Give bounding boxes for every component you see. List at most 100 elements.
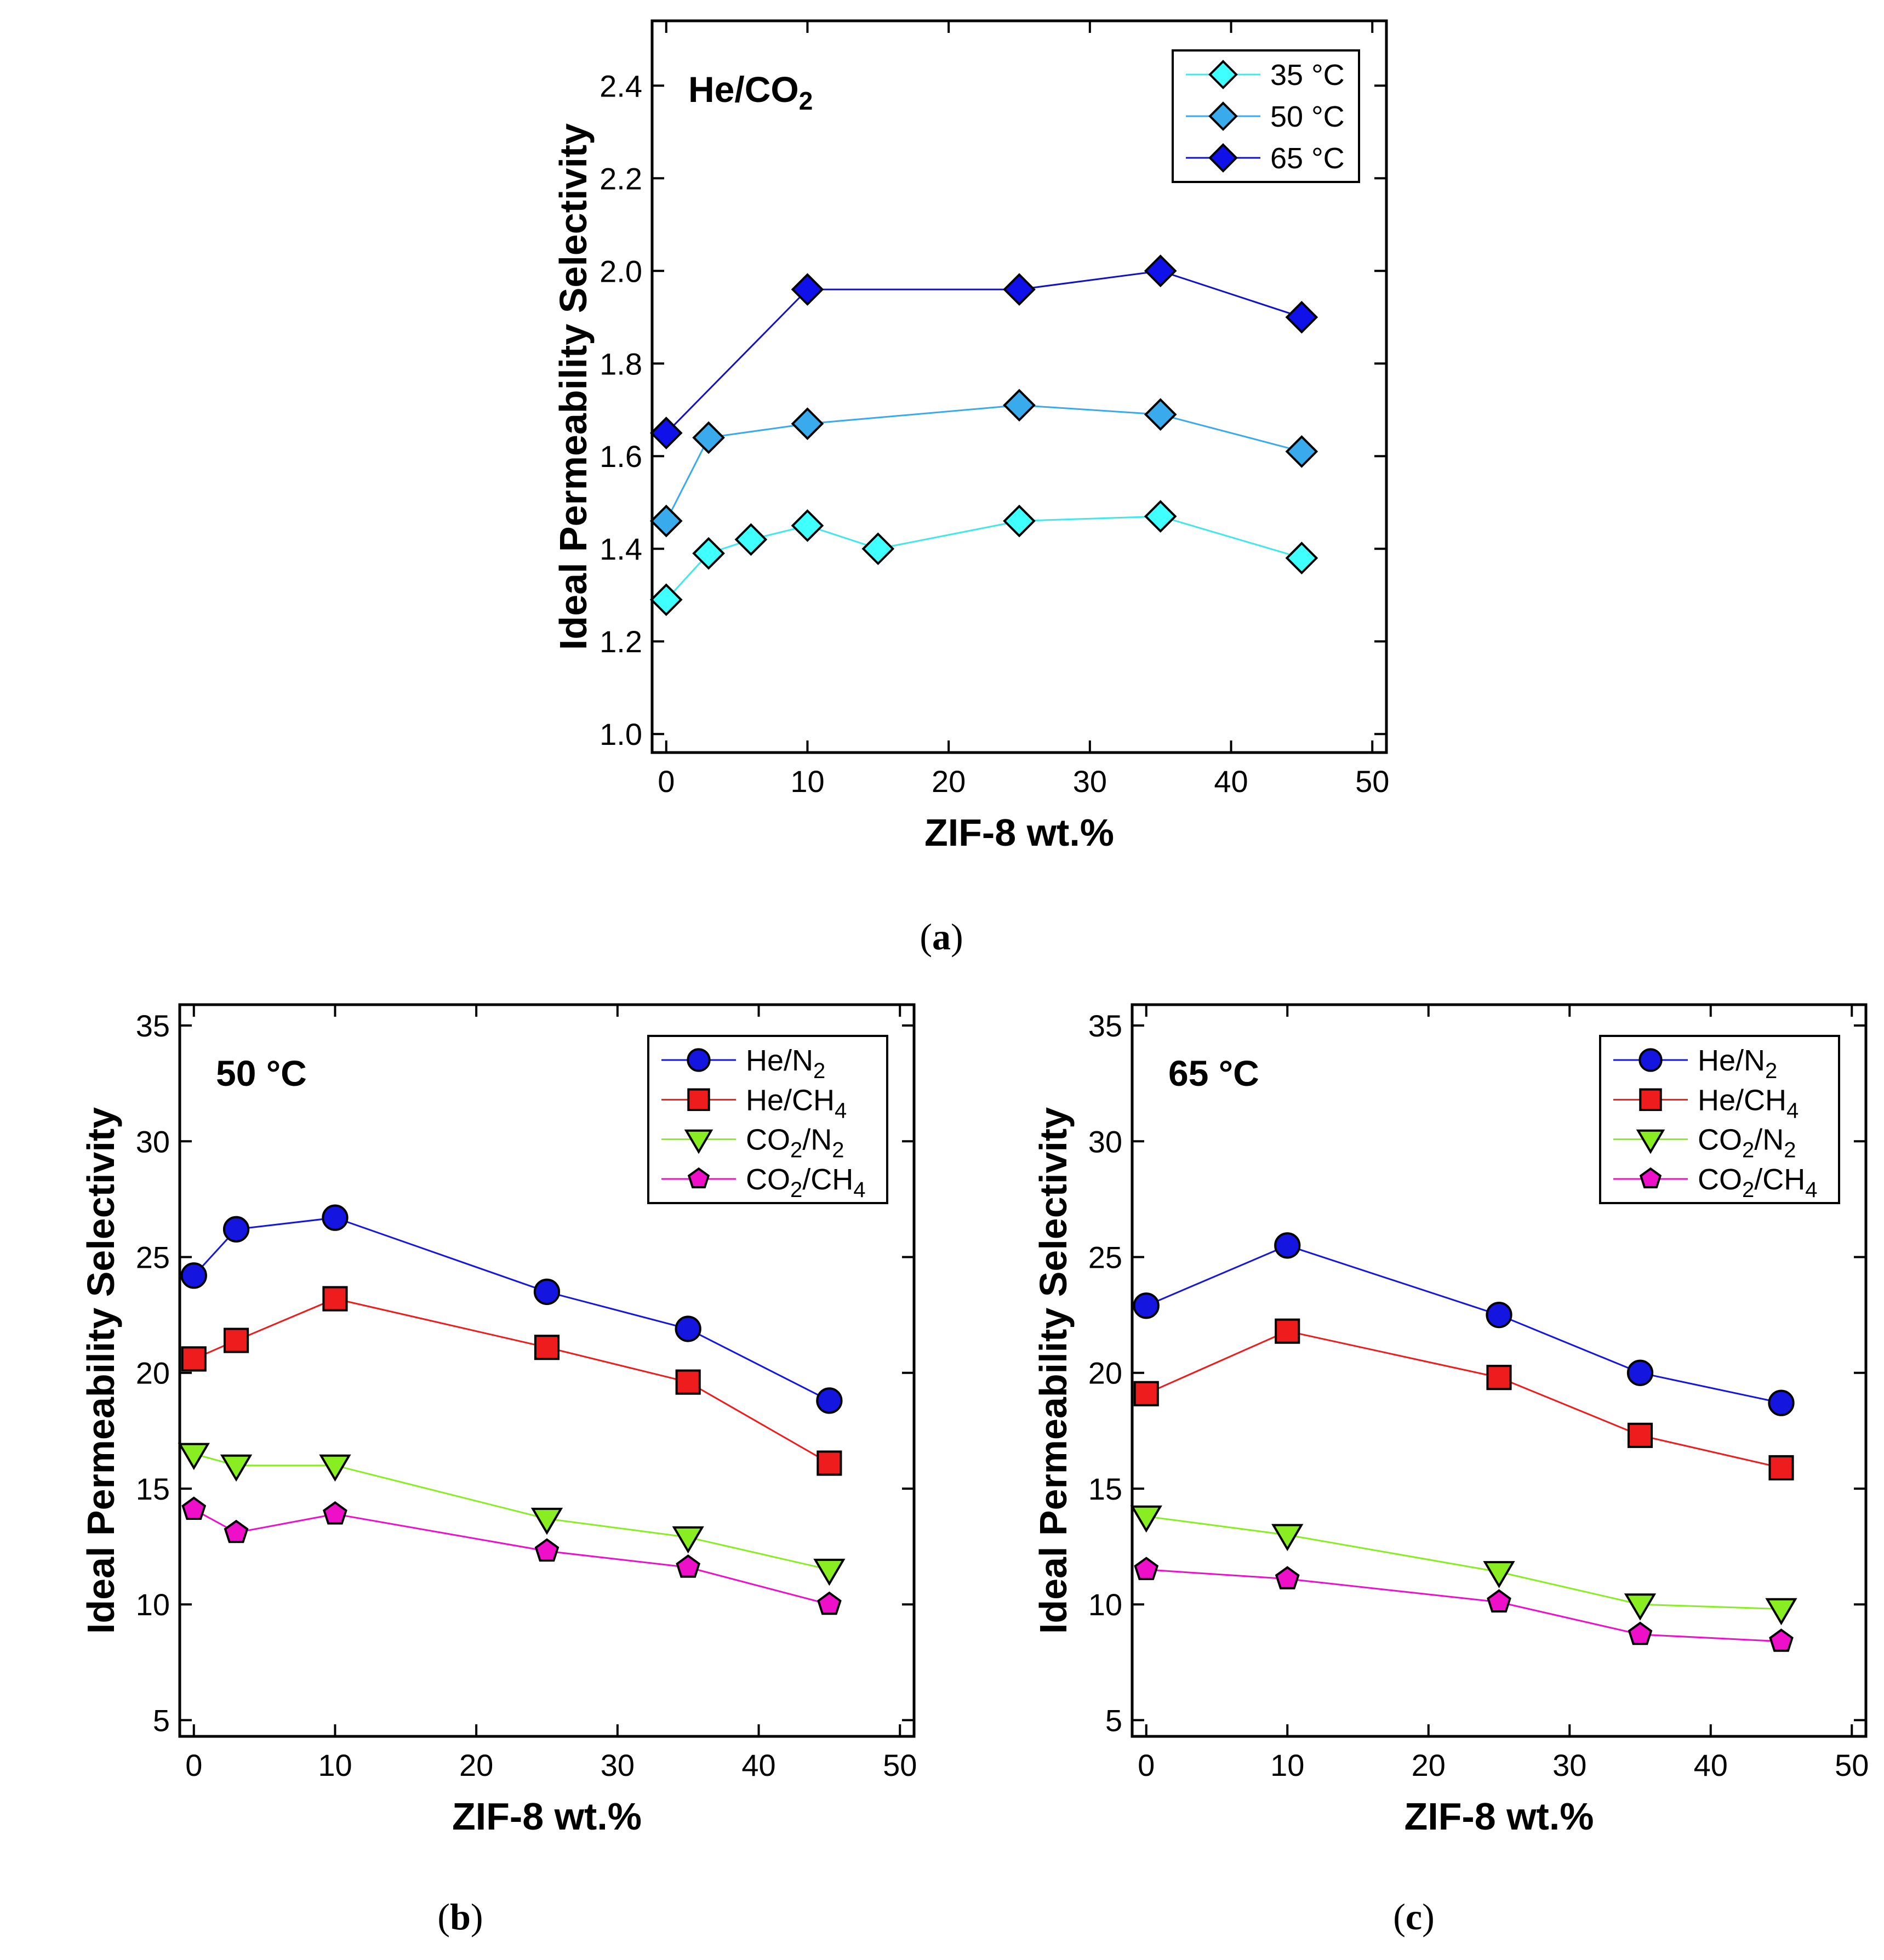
y-axis-title: Ideal Permeability Selectivity — [552, 123, 595, 650]
x-tick-label: 0 — [185, 1748, 202, 1782]
data-point-0 — [180, 1262, 207, 1289]
x-tick-label: 40 — [1694, 1748, 1728, 1782]
data-point-2 — [1144, 254, 1177, 288]
chart-annotation: 50 °C — [216, 1053, 307, 1093]
data-point-3 — [1134, 1557, 1159, 1580]
y-tick-label: 10 — [136, 1587, 170, 1622]
data-point-3 — [1769, 1628, 1794, 1652]
data-point-1 — [534, 1335, 560, 1360]
series-line-0 — [1146, 1244, 1782, 1404]
data-point-3 — [1487, 1589, 1511, 1613]
data-point-1 — [817, 1450, 842, 1476]
data-point-2 — [1003, 273, 1036, 306]
legend-marker-0 — [687, 1048, 711, 1072]
x-axis-title: ZIF-8 wt.% — [1404, 1795, 1594, 1838]
data-point-0 — [791, 509, 824, 542]
y-axis-title: Ideal Permeability Selectivity — [79, 1107, 122, 1634]
data-point-1 — [692, 421, 725, 454]
y-tick-label: 1.4 — [600, 532, 642, 566]
data-point-3 — [534, 1538, 560, 1562]
y-tick-label: 15 — [136, 1472, 170, 1506]
panel-a-chart: 0 10 20 30 40 50 1.0 1.2 1.4 1.6 1.8 2.0 2.2 2.4 ZIF-8… — [552, 19, 1389, 958]
legend-marker-3 — [687, 1167, 710, 1189]
data-point-0 — [1285, 542, 1318, 574]
data-point-0 — [734, 523, 768, 556]
data-point-0 — [1626, 1359, 1654, 1386]
data-point-2 — [1285, 300, 1318, 334]
data-point-0 — [675, 1315, 701, 1342]
y-tick-label: 5 — [153, 1703, 170, 1737]
data-point-1 — [1003, 389, 1036, 422]
legend-marker-2 — [1208, 143, 1238, 173]
data-point-3 — [676, 1554, 701, 1578]
x-tick-label: 50 — [1835, 1748, 1869, 1782]
y-tick-label: 1.8 — [600, 346, 642, 381]
data-point-2 — [1624, 1593, 1657, 1621]
y-tick-label: 20 — [136, 1356, 170, 1391]
data-point-0 — [861, 532, 895, 566]
data-point-1 — [1486, 1365, 1512, 1391]
data-point-1 — [1768, 1455, 1794, 1480]
y-tick-label: 25 — [1088, 1240, 1122, 1274]
x-axis-title: ZIF-8 wt.% — [452, 1795, 642, 1838]
series-line-1 — [1146, 1330, 1782, 1469]
data-point-2 — [1483, 1561, 1515, 1588]
data-point-3 — [817, 1591, 842, 1615]
legend-entry-1: He/CH4 — [1698, 1084, 1799, 1123]
x-tick-label: 30 — [1073, 764, 1107, 799]
data-point-1 — [181, 1346, 207, 1372]
data-point-3 — [181, 1496, 207, 1520]
y-tick-label: 1.2 — [600, 624, 642, 659]
legend-marker-2 — [684, 1129, 713, 1154]
y-tick-label: 1.0 — [600, 717, 642, 751]
y-tick-label: 30 — [136, 1124, 170, 1159]
series-line-0 — [193, 1217, 830, 1401]
legend-marker-0 — [1638, 1048, 1663, 1072]
x-tick-label: 30 — [601, 1748, 635, 1782]
legend-marker-2 — [1636, 1129, 1665, 1154]
y-tick-label: 2.0 — [600, 254, 642, 288]
data-point-3 — [1275, 1566, 1300, 1589]
x-tick-label: 0 — [658, 764, 675, 799]
y-axis-title: Ideal Permeability Selectivity — [1032, 1107, 1075, 1634]
data-point-1 — [1285, 435, 1318, 468]
y-tick-label: 10 — [1088, 1587, 1122, 1622]
data-point-2 — [649, 417, 683, 449]
data-point-0 — [533, 1278, 561, 1306]
data-point-0 — [692, 537, 725, 570]
x-tick-label: 40 — [1214, 764, 1248, 799]
data-point-2 — [1130, 1505, 1162, 1533]
data-point-0 — [1768, 1389, 1795, 1416]
data-point-3 — [323, 1501, 347, 1525]
data-point-0 — [1144, 500, 1177, 533]
y-tick-label: 25 — [136, 1240, 170, 1274]
legend-entry-2: CO2/N2 — [746, 1124, 844, 1163]
x-tick-label: 20 — [1412, 1748, 1446, 1782]
legend-marker-0 — [1208, 60, 1238, 89]
y-tick-label: 20 — [1088, 1356, 1122, 1391]
data-point-0 — [1274, 1232, 1301, 1259]
data-point-1 — [1627, 1422, 1653, 1448]
x-tick-label: 0 — [1138, 1748, 1155, 1782]
legend-marker-1 — [1639, 1088, 1662, 1112]
data-point-2 — [1765, 1598, 1797, 1626]
x-tick-label: 40 — [741, 1748, 775, 1782]
y-tick-label: 2.4 — [600, 69, 642, 103]
panel-label: (c) — [1393, 1896, 1435, 1938]
panel-c-chart: 0 10 20 30 40 50 5 10 15 20 25 30 35 ZIF-8 wt.% Ideal … — [1032, 1003, 1869, 1938]
series-line-1 — [665, 404, 1302, 522]
y-tick-label: 35 — [1088, 1009, 1122, 1043]
data-point-2 — [1271, 1524, 1304, 1552]
legend-entry-3: CO2/CH4 — [746, 1163, 866, 1202]
data-point-1 — [649, 504, 683, 538]
data-point-1 — [791, 407, 824, 440]
panel-label: (a) — [920, 916, 963, 958]
legend-marker-3 — [1639, 1167, 1662, 1189]
series-line-0 — [665, 515, 1302, 601]
y-tick-label: 1.6 — [600, 439, 642, 474]
y-tick-label: 35 — [136, 1009, 170, 1043]
data-point-0 — [1003, 504, 1036, 538]
legend-entry-0: He/N2 — [746, 1044, 825, 1083]
legend-marker-1 — [687, 1088, 710, 1112]
x-tick-label: 30 — [1552, 1748, 1586, 1782]
